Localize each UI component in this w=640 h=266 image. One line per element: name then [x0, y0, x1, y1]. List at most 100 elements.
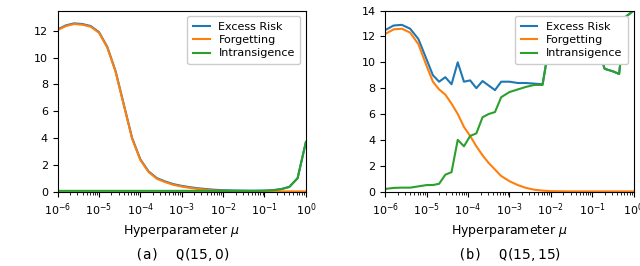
Forgetting — [406, 31, 414, 34]
Line: Intransigence: Intransigence — [385, 11, 634, 189]
Intransigence — [62, 189, 70, 192]
Forgetting — [211, 189, 219, 192]
Forgetting — [228, 189, 236, 193]
Intransigence — [178, 189, 186, 192]
Intransigence — [128, 189, 136, 192]
Intransigence — [514, 88, 522, 91]
Intransigence — [54, 189, 61, 192]
Intransigence — [390, 186, 397, 189]
Line: Intransigence: Intransigence — [58, 142, 306, 191]
Intransigence — [572, 23, 579, 26]
Forgetting — [580, 190, 588, 193]
Excess Risk — [390, 24, 397, 27]
Forgetting — [547, 190, 555, 193]
Intransigence — [539, 83, 547, 86]
Intransigence — [564, 41, 572, 44]
Excess Risk — [429, 74, 436, 77]
Excess Risk — [120, 103, 127, 106]
Forgetting — [170, 183, 177, 186]
Forgetting — [497, 174, 505, 178]
Excess Risk — [195, 187, 202, 190]
Excess Risk — [277, 188, 285, 191]
Forgetting — [112, 70, 120, 73]
Excess Risk — [448, 83, 456, 86]
Intransigence — [220, 189, 227, 192]
Intransigence — [621, 15, 629, 19]
Forgetting — [429, 80, 436, 83]
Excess Risk — [381, 28, 389, 32]
Excess Risk — [435, 80, 443, 83]
Excess Risk — [95, 31, 103, 34]
Intransigence — [472, 132, 480, 135]
Excess Risk — [398, 23, 406, 26]
Excess Risk — [260, 189, 268, 192]
Intransigence — [580, 22, 588, 25]
Forgetting — [95, 31, 103, 34]
Forgetting — [398, 27, 406, 30]
Intransigence — [429, 184, 436, 187]
Intransigence — [506, 90, 513, 94]
Intransigence — [398, 186, 406, 189]
Forgetting — [236, 190, 243, 193]
Intransigence — [120, 189, 127, 192]
Forgetting — [454, 113, 461, 116]
Forgetting — [145, 171, 152, 174]
Intransigence — [236, 189, 243, 192]
Intransigence — [615, 72, 623, 76]
Intransigence — [87, 189, 95, 192]
Excess Risk — [269, 189, 276, 192]
Intransigence — [467, 134, 474, 138]
Excess Risk — [615, 72, 623, 76]
Forgetting — [54, 28, 61, 32]
Excess Risk — [621, 15, 629, 19]
Forgetting — [302, 190, 310, 193]
Forgetting — [485, 161, 493, 165]
Excess Risk — [236, 189, 243, 192]
X-axis label: Hyperparameter $\mu$: Hyperparameter $\mu$ — [124, 223, 240, 239]
Forgetting — [531, 188, 538, 191]
Excess Risk — [415, 38, 422, 41]
Intransigence — [211, 189, 219, 192]
Intransigence — [95, 189, 103, 192]
Forgetting — [381, 32, 389, 35]
Forgetting — [514, 184, 522, 187]
Excess Risk — [220, 189, 227, 192]
Excess Risk — [285, 185, 293, 188]
Intransigence — [228, 189, 236, 192]
Forgetting — [128, 137, 136, 140]
Forgetting — [460, 125, 468, 128]
Forgetting — [472, 145, 480, 148]
Forgetting — [104, 46, 111, 49]
Intransigence — [195, 189, 202, 192]
Intransigence — [145, 189, 152, 192]
Excess Risk — [580, 22, 588, 25]
Excess Risk — [228, 189, 236, 192]
Intransigence — [104, 189, 111, 192]
Intransigence — [479, 116, 486, 119]
Excess Risk — [153, 177, 161, 180]
Forgetting — [467, 134, 474, 138]
Excess Risk — [406, 27, 414, 30]
Excess Risk — [136, 158, 144, 161]
Forgetting — [588, 190, 596, 193]
Intransigence — [79, 189, 86, 192]
Excess Risk — [62, 24, 70, 27]
Forgetting — [621, 190, 629, 193]
Intransigence — [601, 67, 609, 70]
Forgetting — [630, 190, 637, 193]
Forgetting — [252, 190, 260, 193]
Excess Risk — [491, 89, 499, 92]
Excess Risk — [112, 69, 120, 73]
Forgetting — [572, 190, 579, 193]
Text: (a)  $\mathtt{Q}(15, 0)$: (a) $\mathtt{Q}(15, 0)$ — [134, 246, 229, 263]
Forgetting — [120, 103, 127, 107]
Excess Risk — [506, 80, 513, 83]
Intransigence — [203, 189, 211, 192]
Forgetting — [435, 88, 443, 91]
Forgetting — [556, 190, 563, 193]
Excess Risk — [630, 9, 637, 12]
Excess Risk — [572, 23, 579, 26]
Forgetting — [161, 181, 169, 184]
Forgetting — [178, 185, 186, 188]
Intransigence — [269, 189, 276, 192]
